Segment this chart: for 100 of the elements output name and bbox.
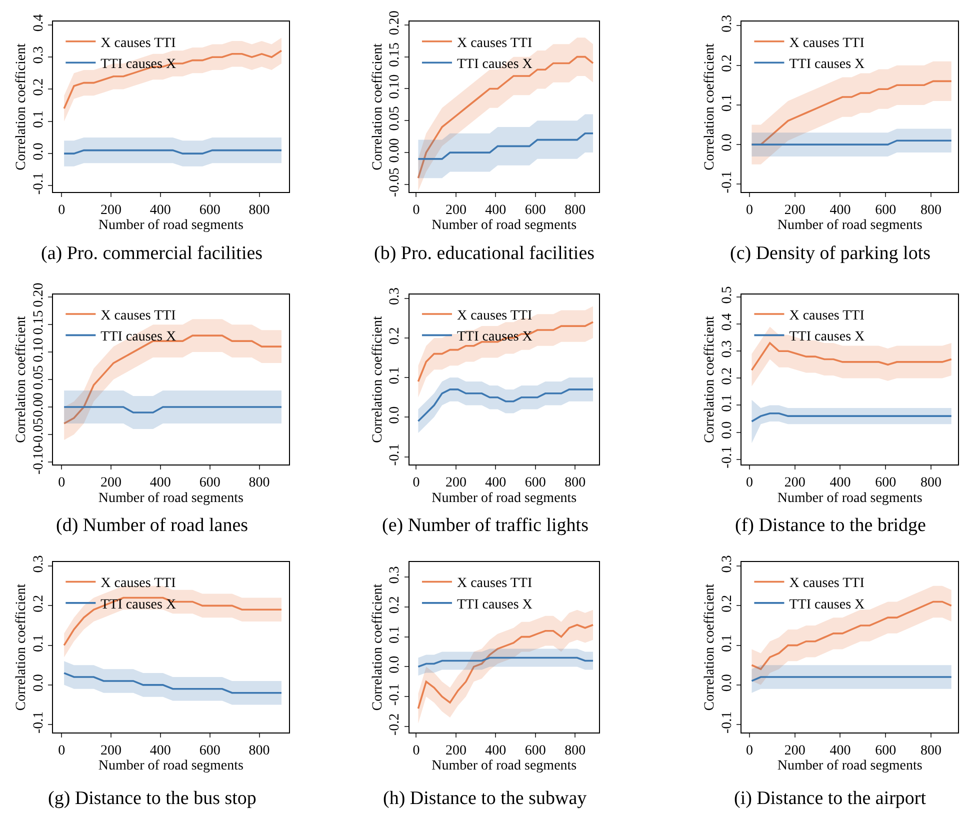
x-tick-label: 0 bbox=[412, 202, 420, 218]
y-tick-label: 0.0 bbox=[720, 421, 735, 439]
line-series bbox=[417, 132, 594, 160]
line-series bbox=[417, 321, 594, 382]
y-tick-label: 0.2 bbox=[720, 54, 735, 72]
y-axis-title: Correlation coefficient bbox=[702, 584, 718, 711]
y-tick-label: -0.1 bbox=[720, 171, 735, 194]
legend-label: X causes TTI bbox=[100, 36, 176, 51]
x-axis-title: Number of road segments bbox=[432, 758, 577, 774]
legend-label: X causes TTI bbox=[789, 308, 865, 324]
legend-label: TTI causes X bbox=[100, 57, 176, 72]
x-tick-label: 400 bbox=[150, 202, 171, 218]
legend-label: TTI causes X bbox=[100, 330, 176, 345]
y-tick-label: 0.20 bbox=[388, 10, 403, 36]
y-tick-label: 0.15 bbox=[388, 42, 403, 67]
x-tick-label: 200 bbox=[100, 202, 122, 218]
legend-label: TTI causes X bbox=[456, 330, 532, 345]
y-tick-label: 0.3 bbox=[388, 566, 403, 584]
y-tick-label: 0.3 bbox=[388, 287, 403, 305]
x-tick-label: 600 bbox=[199, 202, 220, 218]
y-tick-label: 0.0 bbox=[720, 674, 735, 692]
legend-label: TTI causes X bbox=[456, 57, 532, 72]
y-axis-title: Correlation coefficient bbox=[14, 43, 29, 170]
x-tick-label: 400 bbox=[485, 476, 506, 491]
x-tick-label: 0 bbox=[746, 743, 753, 758]
y-tick-label: 0.3 bbox=[720, 14, 735, 32]
x-tick-label: 400 bbox=[150, 476, 171, 491]
y-tick-label: 0.5 bbox=[720, 286, 735, 304]
y-tick-label: 0.05 bbox=[388, 106, 403, 131]
y-axis-title: Correlation coefficient bbox=[702, 316, 718, 443]
y-tick-label: 0.2 bbox=[720, 594, 735, 612]
y-axis-title: Correlation coefficient bbox=[370, 316, 386, 443]
x-tick-label: 200 bbox=[784, 202, 806, 218]
text: (b) Pro. educational facilities bbox=[374, 243, 595, 264]
x-tick-label: 0 bbox=[746, 202, 753, 218]
text: (f) Distance to the bridge bbox=[735, 515, 926, 536]
x-tick-label: 600 bbox=[199, 743, 220, 758]
x-tick-label: 800 bbox=[564, 476, 586, 491]
x-tick-label: 600 bbox=[524, 743, 546, 758]
legend-label: X causes TTI bbox=[789, 576, 865, 592]
legend-label: TTI causes X bbox=[456, 597, 532, 612]
y-tick-label: -0.1 bbox=[720, 711, 735, 734]
line-series bbox=[417, 656, 594, 668]
x-tick-label: 200 bbox=[100, 476, 122, 491]
text: (a) Pro. commercial facilities bbox=[41, 243, 263, 264]
x-tick-label: 200 bbox=[784, 743, 806, 758]
legend-label: TTI causes X bbox=[789, 597, 865, 612]
y-tick-label: 0.3 bbox=[720, 340, 735, 358]
y-tick-label: 0.0 bbox=[388, 656, 403, 674]
x-tick-label: 200 bbox=[445, 476, 466, 491]
line-series bbox=[63, 50, 282, 110]
line-series bbox=[750, 342, 952, 371]
y-tick-label: 0.10 bbox=[31, 338, 46, 362]
x-tick-label: 800 bbox=[248, 743, 270, 758]
x-tick-label: 200 bbox=[100, 743, 122, 758]
y-tick-label: 0.0 bbox=[31, 142, 46, 160]
y-tick-label: 0.10 bbox=[388, 74, 403, 99]
x-tick-label: 600 bbox=[875, 476, 896, 491]
y-axis-title: Correlation coefficient bbox=[14, 584, 29, 711]
line-series bbox=[63, 596, 282, 646]
y-tick-label: 0.4 bbox=[31, 14, 46, 32]
y-tick-label: 0.00 bbox=[31, 392, 46, 418]
y-tick-label: 0.2 bbox=[388, 327, 403, 345]
x-tick-label: 0 bbox=[412, 743, 420, 758]
y-axis-title: Correlation coefficient bbox=[702, 43, 718, 170]
y-tick-label: 0.1 bbox=[720, 634, 735, 652]
x-tick-label: 0 bbox=[58, 743, 66, 758]
x-tick-label: 600 bbox=[524, 202, 546, 218]
x-tick-label: 400 bbox=[150, 743, 171, 758]
x-tick-label: 800 bbox=[920, 202, 942, 218]
legend-label: TTI causes X bbox=[100, 597, 176, 612]
x-axis-title: Number of road segments bbox=[98, 758, 244, 774]
y-tick-label: -0.1 bbox=[31, 711, 46, 734]
x-axis-title: Number of road segments bbox=[98, 490, 244, 506]
text: (e) Number of traffic lights bbox=[382, 515, 588, 536]
x-tick-label: 0 bbox=[58, 202, 66, 218]
line-series bbox=[417, 56, 594, 179]
y-tick-label: -0.1 bbox=[388, 683, 403, 706]
line-series bbox=[417, 624, 594, 710]
x-axis-title: Number of road segments bbox=[777, 758, 922, 774]
text: (d) Number of road lanes bbox=[56, 515, 248, 536]
legend-label: TTI causes X bbox=[789, 330, 865, 345]
x-tick-label: 800 bbox=[248, 476, 270, 491]
y-tick-label: -0.2 bbox=[388, 713, 403, 736]
y-tick-label: 0.2 bbox=[720, 367, 735, 385]
x-tick-label: 400 bbox=[485, 743, 506, 758]
x-tick-label: 0 bbox=[412, 476, 420, 491]
y-axis-title: Correlation coefficient bbox=[370, 584, 386, 711]
y-tick-label: -0.05 bbox=[31, 418, 46, 447]
legend-label: X causes TTI bbox=[100, 576, 176, 592]
x-tick-label: 200 bbox=[784, 476, 806, 491]
y-tick-label: 0.1 bbox=[31, 634, 46, 652]
x-tick-label: 800 bbox=[564, 202, 586, 218]
x-tick-label: 0 bbox=[58, 476, 66, 491]
x-tick-label: 800 bbox=[920, 476, 942, 491]
text: (i) Distance to the airport bbox=[734, 788, 927, 809]
y-tick-label: -0.1 bbox=[31, 172, 46, 195]
text: (h) Distance to the subway bbox=[383, 788, 588, 809]
x-tick-label: 200 bbox=[445, 202, 466, 218]
y-tick-label: 0.1 bbox=[720, 94, 735, 112]
